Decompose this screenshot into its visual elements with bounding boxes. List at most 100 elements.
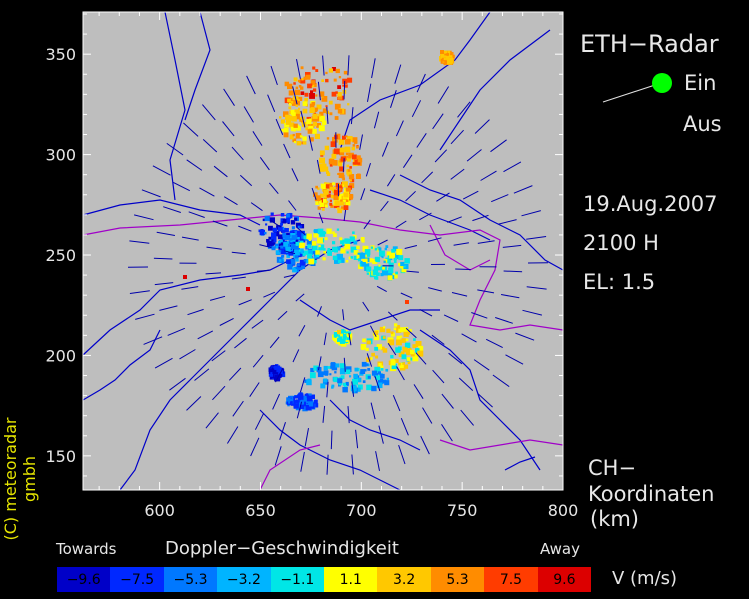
echo-pixel <box>309 402 314 407</box>
range-tick <box>427 237 442 242</box>
range-tick <box>477 289 495 294</box>
echo-pixel <box>341 206 344 209</box>
scale-bin-4: −1.1 <box>270 567 325 592</box>
range-tick <box>317 306 322 317</box>
range-tick <box>243 106 254 123</box>
echo-pixel <box>349 375 352 378</box>
echo-pixel <box>299 237 306 243</box>
range-tick <box>322 55 325 76</box>
echo-pixel <box>337 85 341 89</box>
echo-pixel <box>333 189 340 196</box>
echo-pixel <box>339 150 345 156</box>
echo-pixel <box>331 153 337 159</box>
range-tick <box>163 206 181 213</box>
echo-pixel <box>401 354 407 360</box>
echo-pixel <box>339 237 343 241</box>
range-tick <box>351 454 354 475</box>
echo-pixel <box>275 250 281 255</box>
echo-pixel <box>345 369 351 375</box>
echo-pixel <box>299 111 302 114</box>
echo-pixel <box>342 386 348 393</box>
echo-pixel <box>322 108 328 114</box>
range-tick <box>502 244 522 248</box>
range-tick <box>197 330 214 340</box>
echo-pixel <box>307 244 312 249</box>
geo-line-2 <box>82 199 261 226</box>
echo-pixel <box>315 185 318 189</box>
echo-pixel <box>345 199 349 202</box>
echo-pixel <box>361 239 365 243</box>
echo-pixel <box>343 330 346 333</box>
echo-pixel <box>412 355 419 362</box>
echo-pixel <box>366 357 371 362</box>
coord-label-3: (km) <box>590 507 640 531</box>
echo-pixel <box>293 141 296 144</box>
echo-pixel <box>310 90 314 94</box>
echo-pixel <box>291 100 298 106</box>
echo-pixel <box>375 355 379 359</box>
range-tick <box>419 308 433 317</box>
echo-pixel <box>287 264 293 270</box>
echo-pixel <box>312 88 317 92</box>
echo-pixel <box>341 243 345 246</box>
echo-pixel <box>349 179 352 182</box>
echo-pixel <box>394 358 399 363</box>
echo-pixel <box>325 184 330 189</box>
echo-pixel <box>367 375 371 379</box>
range-tick <box>450 168 465 180</box>
geo-line-7 <box>399 174 564 271</box>
range-tick <box>223 196 238 206</box>
echo-pixel <box>393 327 397 331</box>
range-tick <box>387 311 398 321</box>
echo-pixel <box>294 109 300 115</box>
echo-pixel <box>402 362 405 365</box>
echo-pixel <box>394 323 398 327</box>
echo-pixel <box>297 230 302 236</box>
echo-pixel <box>354 159 361 165</box>
range-tick <box>322 405 326 423</box>
echo-pixel <box>366 272 369 275</box>
echo-pixel <box>404 258 410 264</box>
echo-pixel <box>338 172 345 178</box>
range-tick <box>202 104 216 121</box>
range-tick <box>263 291 276 298</box>
echo-pixel <box>290 101 294 104</box>
echo-pixel <box>374 366 381 373</box>
echo-pixel <box>310 80 316 85</box>
echo-pixel <box>361 262 366 267</box>
echo-pixel <box>277 234 283 240</box>
echo-pixel <box>285 114 291 120</box>
echo-pixel <box>360 237 365 241</box>
range-tick <box>284 250 296 255</box>
echo-pixel <box>266 241 273 247</box>
echo-pixel <box>349 166 352 169</box>
echo-pixel <box>332 255 338 261</box>
range-tick <box>129 240 150 244</box>
echo-pixel <box>343 205 349 210</box>
range-tick <box>480 170 497 181</box>
range-tick <box>347 55 350 76</box>
echo-pixel <box>282 261 285 264</box>
echo-pixel <box>286 259 291 264</box>
echo-pixel <box>373 331 378 335</box>
echo-pixel <box>343 192 349 198</box>
echo-pixel <box>364 249 371 255</box>
echo-pixel <box>340 156 346 162</box>
echo-pixel <box>364 369 367 372</box>
echo-pixel <box>389 257 393 261</box>
range-tick <box>522 309 543 316</box>
echo-pixel <box>364 254 367 257</box>
x-tick-label: 650 <box>245 501 276 520</box>
echo-pixel <box>325 71 328 75</box>
echo-pixel <box>377 378 384 385</box>
echo-pixel <box>278 240 281 244</box>
echo-pixel <box>294 217 298 221</box>
echo-pixel <box>312 66 316 70</box>
echo-pixel <box>278 259 282 262</box>
range-tick <box>275 118 284 135</box>
range-tick <box>415 352 427 365</box>
echo-pixel <box>317 237 323 244</box>
echo-pixel <box>297 98 300 101</box>
echo-pixel <box>309 137 314 142</box>
echo-pixel <box>368 258 373 263</box>
